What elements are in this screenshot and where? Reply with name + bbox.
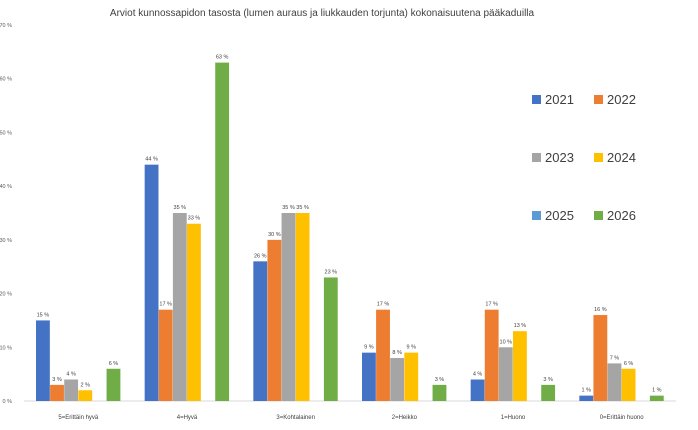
bar-2024 [295,213,310,401]
category-label: 3=Kohtalainen [276,415,315,421]
chart-title: Arviot kunnossapidon tasosta (lumen aura… [110,8,535,19]
bar-2023 [498,347,513,401]
bar-2023 [64,379,79,401]
category-labels-group: 5=Erittäin hyvä 4=Hyvä 3=Kohtalainen 2=Heik… [58,415,644,421]
legend-label-2023: 2023 [545,150,574,165]
bar-2021 [470,379,485,401]
bar-2023 [390,358,405,401]
legend-swatch-2025 [532,211,541,220]
data-label: 6 % [624,361,634,367]
bars-group [35,62,664,401]
data-label: 63 % [216,55,229,61]
data-label: 8 % [392,350,402,356]
y-tick-label: 30 % [0,238,12,244]
bar-2021 [144,164,159,401]
bar-2026 [215,62,230,401]
bar-2024 [404,352,419,401]
bar-2022 [593,315,608,401]
data-label: 15 % [37,312,50,318]
bar-2024 [621,368,636,401]
data-label: 1 % [582,388,592,394]
bar-2023 [607,363,622,401]
bar-2021 [253,261,268,401]
bar-2024 [513,331,527,401]
data-label: 2 % [81,382,91,388]
legend-swatch-2021 [532,95,541,104]
bar-2023 [281,213,296,401]
bar-2022 [267,239,282,401]
data-label: 35 % [282,205,295,211]
legend-swatch-2024 [594,153,603,162]
data-label: 30 % [268,232,281,238]
legend-label-2021: 2021 [545,92,574,107]
y-tick-label: 50 % [0,130,12,136]
data-label: 6 % [109,361,119,367]
legend-swatch-2026 [594,211,603,220]
data-label: 1 % [652,388,662,394]
bar-2021 [361,352,376,401]
bar-2022 [158,309,173,401]
data-label: 9 % [407,345,417,351]
data-label: 3 % [543,377,553,383]
bar-2021 [579,395,594,401]
bar-2022 [376,309,390,401]
data-label: 16 % [594,307,607,313]
bar-2026 [106,368,121,401]
y-axis-ticks: 0 % 10 % 20 % 30 % 40 % 50 % 60 % 70 % [0,23,12,405]
data-label: 3 % [435,377,445,383]
data-labels-group: 15 %3 %4 %2 %6 %44 %17 %35 %33 %63 %26 %… [37,55,662,394]
data-label: 35 % [296,205,309,211]
data-label: 7 % [610,355,620,361]
bar-2021 [35,320,50,401]
data-label: 44 % [145,157,158,163]
data-label: 35 % [174,205,187,211]
data-label: 10 % [500,339,513,345]
data-label: 13 % [514,323,527,329]
bar-2026 [649,395,664,401]
data-label: 17 % [377,302,390,308]
category-label: 0=Erittäin huono [600,415,645,421]
y-tick-label: 20 % [0,292,12,298]
legend-swatch-2022 [594,95,603,104]
bar-2026 [541,384,556,401]
category-label: 1=Huono [501,415,526,421]
category-label: 2=Heikko [392,415,418,421]
y-tick-label: 70 % [0,23,12,29]
bar-2024 [187,223,201,401]
bar-2026 [323,277,338,401]
data-label: 17 % [159,302,172,308]
data-label: 4 % [473,372,483,378]
category-label: 5=Erittäin hyvä [58,415,99,421]
bar-2023 [172,213,187,401]
data-label: 26 % [254,253,267,259]
legend-label-2022: 2022 [607,92,636,107]
data-label: 33 % [188,216,201,222]
data-label: 23 % [325,269,338,275]
bar-2022 [50,384,64,401]
data-label: 4 % [66,372,76,378]
legend-label-2026: 2026 [607,208,636,223]
legend: 2021 2022 2023 2024 2025 2026 [532,92,636,223]
category-label: 4=Hyvä [177,415,198,421]
legend-label-2025: 2025 [545,208,574,223]
legend-swatch-2023 [532,153,541,162]
bar-2024 [78,390,93,401]
bar-2026 [432,384,447,401]
y-tick-label: 10 % [0,345,12,351]
y-tick-label: 60 % [0,77,12,83]
data-label: 17 % [485,302,498,308]
data-label: 9 % [364,345,374,351]
bar-2022 [484,309,499,401]
y-tick-label: 40 % [0,184,12,190]
legend-label-2024: 2024 [607,150,636,165]
data-label: 3 % [52,377,62,383]
y-tick-label: 0 % [3,399,13,405]
